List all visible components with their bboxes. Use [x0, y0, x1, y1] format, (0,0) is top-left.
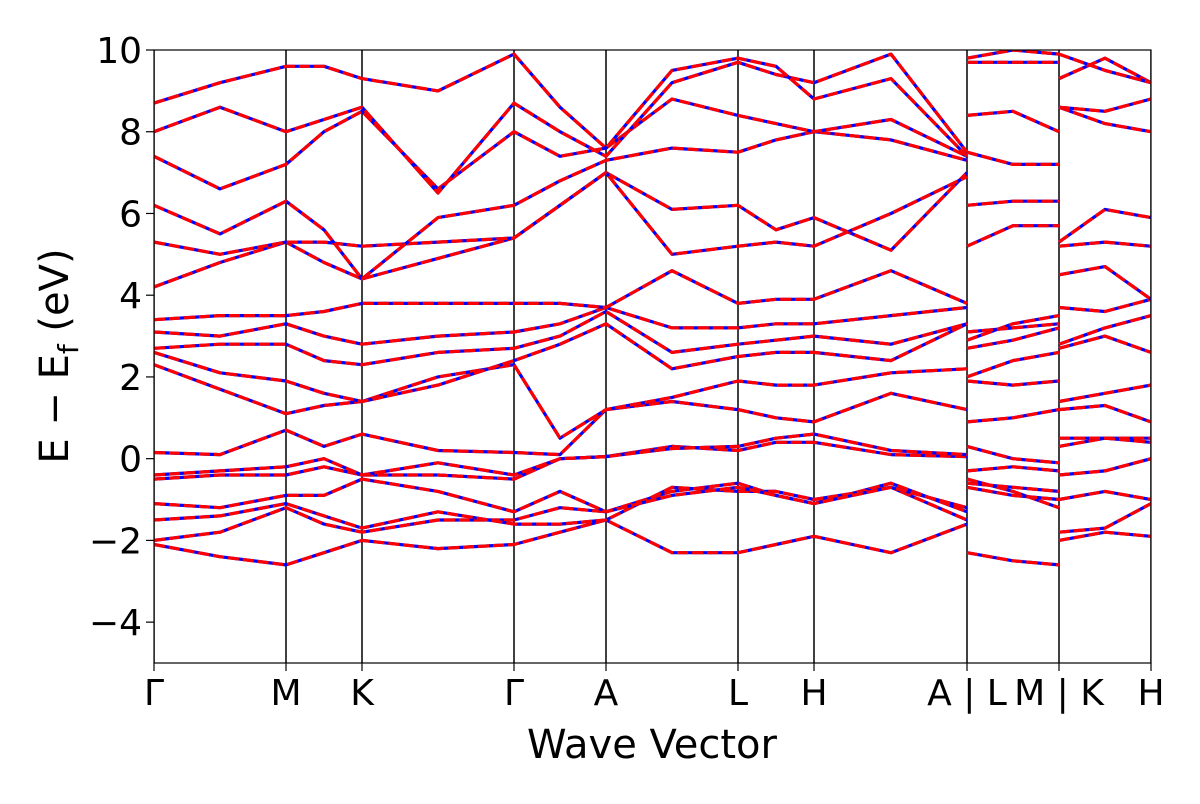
- x-tick-label: A: [594, 673, 619, 714]
- band: [154, 171, 1151, 256]
- y-tick-label: 8: [119, 113, 142, 154]
- band: [154, 50, 1151, 158]
- band-overlay: [154, 52, 1151, 195]
- x-tick-label: M: [270, 673, 301, 714]
- band: [154, 363, 1151, 440]
- band: [154, 391, 1151, 457]
- x-tick-label: Γ: [144, 673, 164, 714]
- x-tick-label: M | K: [1014, 673, 1105, 714]
- x-axis-label: Wave Vector: [527, 722, 778, 768]
- band-overlay: [154, 436, 1151, 481]
- y-tick-label: −2: [89, 521, 142, 562]
- band: [154, 432, 1151, 477]
- x-tick-label: L: [728, 673, 748, 714]
- band: [154, 457, 1151, 514]
- x-tick-label: H: [800, 673, 827, 714]
- y-tick-label: 4: [119, 276, 142, 317]
- y-tick-label: 6: [119, 194, 142, 235]
- band: [154, 105, 1151, 281]
- band: [154, 436, 1151, 481]
- band: [154, 485, 1151, 530]
- band: [154, 322, 1151, 404]
- band: [154, 518, 1151, 567]
- band: [154, 97, 1151, 191]
- x-tick-label: A | L: [927, 673, 1007, 714]
- plot-area: [154, 50, 1151, 663]
- plot-frame: [153, 49, 1152, 664]
- band: [154, 297, 1151, 346]
- x-tick-label: K: [350, 673, 375, 714]
- y-tick-label: 0: [119, 440, 142, 481]
- x-tick-label: Γ: [504, 673, 524, 714]
- band: [154, 52, 1151, 195]
- y-tick-label: −4: [89, 603, 142, 644]
- band-overlay: [154, 297, 1151, 346]
- band-overlay: [154, 322, 1151, 404]
- y-tick-label: 2: [119, 358, 142, 399]
- band: [154, 265, 1151, 334]
- x-tick-label: H: [1137, 673, 1164, 714]
- y-label-sub: f: [52, 343, 85, 354]
- y-label-main: E − E: [32, 354, 78, 464]
- y-axis-label: E − Ef (eV): [32, 248, 85, 463]
- y-label-unit: (eV): [32, 248, 78, 344]
- band: [154, 309, 1151, 367]
- y-tick-label: 10: [96, 31, 142, 72]
